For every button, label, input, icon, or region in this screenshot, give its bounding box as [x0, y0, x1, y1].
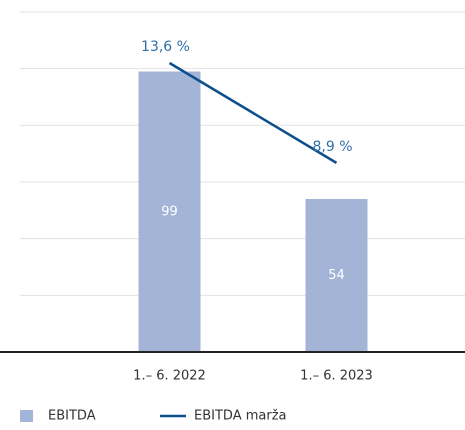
line-series	[168, 61, 338, 164]
bar	[138, 71, 201, 352]
x-tick-label: 1.– 6. 2022	[133, 369, 206, 384]
line-value-label: 8,9 %	[312, 139, 352, 155]
legend-label: EBITDA marža	[194, 409, 286, 424]
bar-value-label: 54	[328, 268, 345, 283]
bar	[305, 199, 368, 352]
legend-swatch	[20, 410, 33, 422]
bar-value-label: 99	[161, 204, 178, 219]
legend-label: EBITDA	[48, 409, 96, 424]
x-tick-label: 1.– 6. 2023	[300, 369, 373, 384]
line-value-label: 13,6 %	[141, 39, 190, 55]
